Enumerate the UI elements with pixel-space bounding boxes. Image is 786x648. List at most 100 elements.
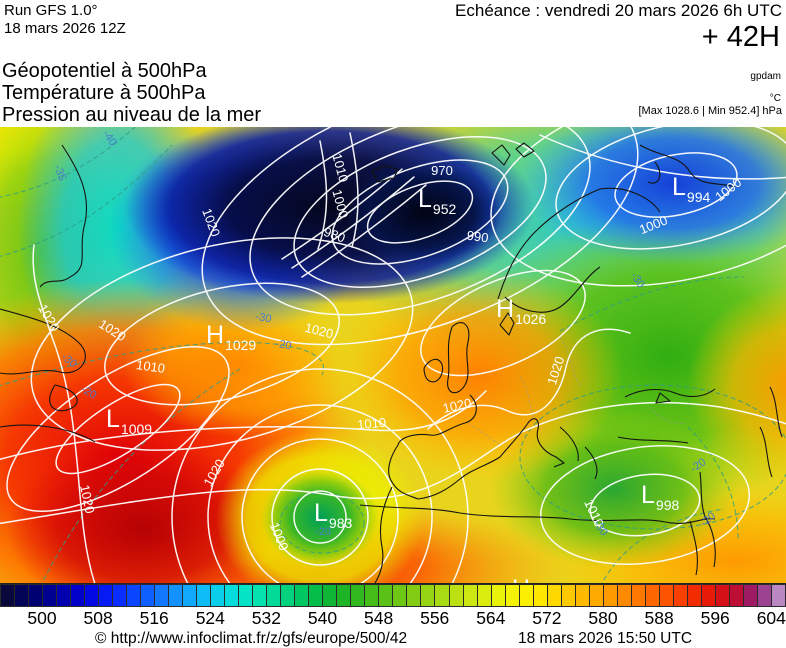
model-run-label: Run GFS 1.0° bbox=[4, 2, 98, 19]
forecast-validity: Echéance : vendredi 20 mars 2026 6h UTC bbox=[455, 1, 782, 20]
scale-cell bbox=[140, 584, 155, 607]
scale-cell bbox=[266, 584, 281, 607]
map-color-field bbox=[0, 127, 786, 583]
scale-cell bbox=[756, 584, 771, 607]
isobar-value-label: 1020 bbox=[303, 320, 335, 342]
scale-cell bbox=[294, 584, 309, 607]
scale-cell bbox=[84, 584, 99, 607]
scale-cell bbox=[462, 584, 477, 607]
scale-cell bbox=[630, 584, 645, 607]
scale-cell bbox=[322, 584, 337, 607]
isobar-value-label: 980 bbox=[322, 224, 348, 246]
weather-map: 970 990 980 1000 1010 1020 1000 1000 1020 1010 102… bbox=[0, 127, 786, 583]
scale-cell bbox=[70, 584, 85, 607]
footer: © http://www.infoclimat.fr/z/gfs/europe/… bbox=[0, 629, 786, 648]
scale-cell bbox=[504, 584, 519, 607]
scale-tick: 516 bbox=[139, 608, 169, 628]
scale-cell bbox=[196, 584, 211, 607]
temperature-labels: -40-35-30-20-30-20-20-20-20-30-30 bbox=[51, 128, 718, 538]
scale-cell bbox=[350, 584, 365, 607]
scale-cell bbox=[238, 584, 253, 607]
source-url: © http://www.infoclimat.fr/z/gfs/europe/… bbox=[95, 630, 408, 647]
scale-cell bbox=[448, 584, 463, 607]
isobar-value-label: 1000 bbox=[329, 188, 351, 220]
scale-cell bbox=[476, 584, 491, 607]
temperature-value-label: -30 bbox=[255, 311, 273, 326]
scale-cell bbox=[224, 584, 239, 607]
forecast-offset: + 42H bbox=[701, 21, 780, 53]
scale-cell bbox=[686, 584, 701, 607]
scale-cell bbox=[658, 584, 673, 607]
unit-geopotential: gpdam bbox=[750, 71, 781, 82]
param-temperature: Température à 500hPa bbox=[2, 82, 206, 104]
isobar-value-label: 970 bbox=[431, 163, 453, 178]
scale-cell bbox=[14, 584, 29, 607]
unit-temperature: °C bbox=[769, 93, 781, 104]
scale-tick: 572 bbox=[532, 608, 562, 628]
scale-tick: 580 bbox=[588, 608, 618, 628]
isobar-value-label: 1010 bbox=[135, 357, 166, 376]
scale-cell bbox=[98, 584, 113, 607]
issue-time: 18 mars 2026 15:50 UTC bbox=[518, 630, 693, 647]
country-borders bbox=[467, 336, 687, 446]
scale-cell bbox=[168, 584, 183, 607]
scale-cell bbox=[672, 584, 687, 607]
scale-tick: 532 bbox=[251, 608, 281, 628]
temperature-value-label: -35 bbox=[51, 163, 68, 182]
scale-cell bbox=[210, 584, 225, 607]
scale-cell bbox=[182, 584, 197, 607]
param-geopotential: Géopotentiel à 500hPa bbox=[2, 60, 207, 82]
scale-cell bbox=[532, 584, 547, 607]
scale-cell bbox=[588, 584, 603, 607]
scale-cell bbox=[574, 584, 589, 607]
param-mslp: Pression au niveau de la mer bbox=[2, 104, 262, 126]
temperature-value-label: -20 bbox=[315, 526, 331, 538]
scale-cell bbox=[126, 584, 141, 607]
scale-tick: 596 bbox=[700, 608, 730, 628]
scale-cell bbox=[154, 584, 169, 607]
run-info: Run GFS 1.0° 18 mars 2026 12Z bbox=[4, 2, 126, 38]
scale-cell bbox=[112, 584, 127, 607]
scale-cell bbox=[392, 584, 407, 607]
scale-cell bbox=[770, 584, 786, 607]
scale-cell bbox=[616, 584, 631, 607]
scale-cell bbox=[714, 584, 729, 607]
scale-cell bbox=[308, 584, 323, 607]
scale-cell bbox=[518, 584, 533, 607]
scale-cell bbox=[280, 584, 295, 607]
scale-cell bbox=[56, 584, 71, 607]
run-date: 18 mars 2026 12Z bbox=[4, 20, 126, 37]
geopotential-color-scale bbox=[0, 583, 786, 607]
isobar-value-label: 1010 bbox=[329, 152, 351, 184]
coastlines bbox=[0, 142, 783, 583]
scale-cell bbox=[28, 584, 43, 607]
scale-cell bbox=[364, 584, 379, 607]
scale-cell bbox=[406, 584, 421, 607]
scale-tick: 540 bbox=[307, 608, 338, 628]
scale-cell bbox=[378, 584, 393, 607]
scale-tick: 548 bbox=[363, 608, 394, 628]
scale-cell bbox=[546, 584, 561, 607]
scale-cell bbox=[560, 584, 575, 607]
isobar-value-label: 1020 bbox=[441, 395, 472, 416]
isobar-value-label: 1010 bbox=[357, 415, 387, 432]
scale-tick: 500 bbox=[27, 608, 57, 628]
parameter-titles: Géopotentiel à 500hPa Température à 500h… bbox=[2, 60, 261, 126]
scale-tick-labels: 500 508 516 524 532 540 548 556 564 572 580 588 596 6… bbox=[0, 607, 786, 629]
scale-cell bbox=[490, 584, 505, 607]
scale-cell bbox=[700, 584, 715, 607]
scale-tick: 556 bbox=[420, 608, 450, 628]
scale-cell bbox=[434, 584, 449, 607]
scale-cell bbox=[742, 584, 757, 607]
scale-tick: 508 bbox=[83, 608, 113, 628]
scale-cell bbox=[252, 584, 267, 607]
scale-cell bbox=[420, 584, 435, 607]
scale-tick: 604 bbox=[756, 608, 786, 628]
scale-cell bbox=[602, 584, 617, 607]
scale-cell bbox=[644, 584, 659, 607]
isobar-value-label: 990 bbox=[466, 228, 490, 246]
pressure-center-H: H bbox=[512, 575, 530, 583]
scale-tick: 588 bbox=[644, 608, 674, 628]
scale-tick: 524 bbox=[195, 608, 225, 628]
